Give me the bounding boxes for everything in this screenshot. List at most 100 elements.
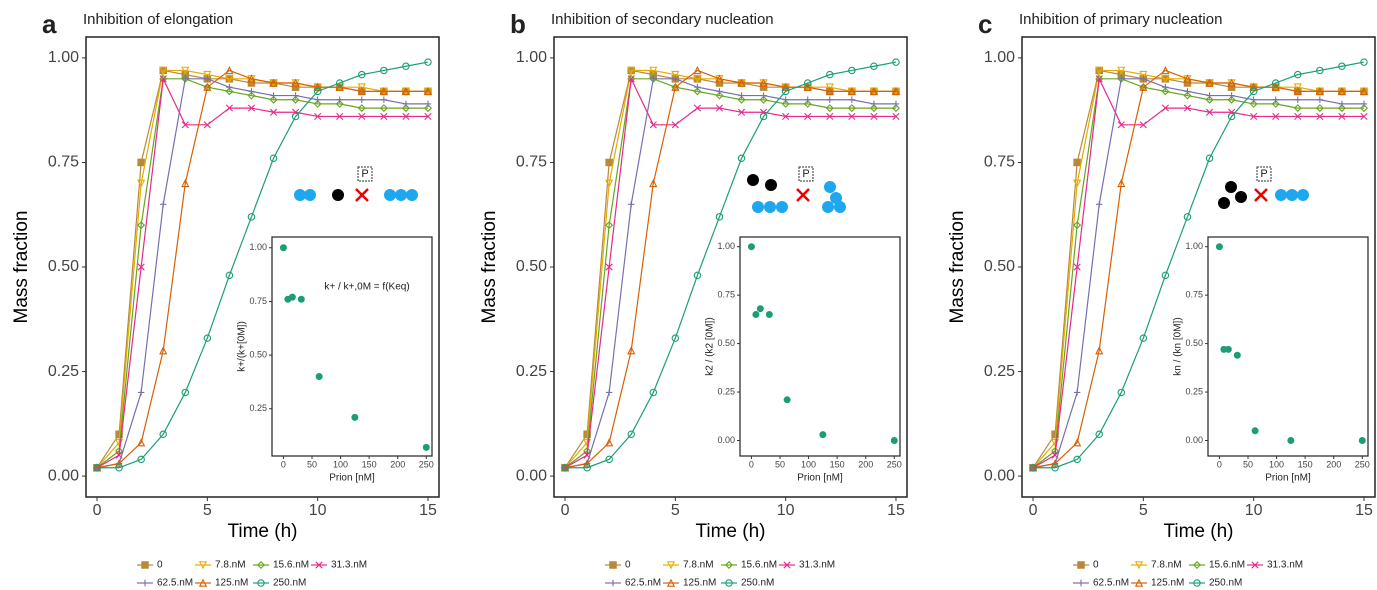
- point: [1139, 334, 1148, 342]
- inset-x-tick-label: 200: [390, 459, 405, 469]
- inset-y-tick-label: 0.75: [1185, 290, 1203, 300]
- point: [1206, 92, 1213, 99]
- point: [1117, 388, 1126, 397]
- point: [269, 95, 278, 104]
- series-line: [96, 78, 428, 469]
- inset-frame: [739, 236, 901, 457]
- point: [269, 154, 278, 163]
- point: [693, 75, 702, 84]
- point: [1337, 104, 1346, 113]
- point: [671, 82, 680, 91]
- point: [1161, 66, 1170, 75]
- legend-marker: [609, 579, 617, 587]
- schematic-dot: [1218, 197, 1230, 209]
- point: [181, 121, 189, 129]
- legend-marker: [1193, 561, 1201, 569]
- point: [1139, 121, 1147, 129]
- point: [605, 221, 614, 230]
- point: [226, 83, 233, 91]
- point: [605, 158, 613, 167]
- series-line: [564, 78, 896, 469]
- point: [1315, 86, 1324, 96]
- inset-point: [422, 443, 430, 451]
- legend-marker: [1251, 561, 1259, 569]
- y-tick-label: 0.50: [48, 258, 79, 275]
- point: [891, 86, 901, 96]
- schematic-dot: [384, 189, 396, 201]
- point: [402, 62, 410, 71]
- point: [358, 70, 366, 79]
- point: [848, 96, 856, 103]
- point: [313, 87, 322, 96]
- legend-label: 0: [157, 560, 163, 571]
- point: [716, 88, 723, 95]
- point: [1293, 83, 1302, 92]
- legend-label: 250.nM: [273, 578, 306, 589]
- legend-label: 62.5.nM: [157, 578, 193, 589]
- point: [583, 463, 591, 472]
- point: [605, 389, 613, 396]
- point: [336, 112, 344, 121]
- y-tick-label: 0.25: [516, 363, 547, 380]
- inset-x-tick-label: 100: [1269, 459, 1284, 469]
- point: [1051, 463, 1059, 472]
- inset-y-tick-label: 0.75: [249, 296, 267, 306]
- point: [671, 70, 680, 80]
- series-line: [1032, 76, 1364, 469]
- point: [247, 104, 256, 112]
- y-tick-label: 0.75: [984, 154, 1015, 171]
- point: [1139, 70, 1148, 80]
- point: [826, 96, 833, 103]
- point: [358, 112, 366, 121]
- point: [737, 154, 746, 163]
- legend-marker: [1077, 561, 1085, 569]
- point: [357, 83, 366, 92]
- y-tick-label: 0.25: [48, 363, 79, 380]
- inset-x-tick-label: 50: [307, 459, 317, 469]
- point: [892, 100, 900, 108]
- point: [694, 83, 701, 91]
- schematic-dot: [824, 181, 836, 193]
- point: [693, 87, 702, 96]
- point: [825, 83, 834, 92]
- inset-frame: [271, 236, 433, 457]
- series-line: [564, 69, 896, 469]
- schematic-dot: [1286, 189, 1298, 201]
- inset-point: [890, 436, 898, 444]
- x-tick-label: 0: [561, 502, 570, 519]
- series-line: [96, 76, 428, 469]
- inset-y-tick-label: 1.00: [249, 242, 267, 252]
- legend-marker: [666, 578, 676, 587]
- point: [1205, 78, 1214, 87]
- inset-y-tick-label: 0.50: [1185, 338, 1203, 348]
- legend-marker: [783, 561, 791, 569]
- schematic-dot: [304, 189, 316, 201]
- series-line: [97, 61, 429, 469]
- inset-y-label: kn / (kn [0M]): [1173, 317, 1184, 375]
- y-tick-label: 0.75: [516, 154, 547, 171]
- point: [1073, 158, 1081, 167]
- inset-point: [783, 396, 791, 404]
- schematic-dot: [332, 189, 344, 201]
- panel-title: Inhibition of secondary nucleation: [551, 11, 774, 28]
- point: [561, 463, 569, 472]
- y-axis-label: Mass fraction: [947, 211, 968, 324]
- point: [1294, 112, 1302, 121]
- point: [715, 213, 724, 221]
- point: [269, 78, 278, 87]
- legend-label: 250.nM: [1209, 578, 1242, 589]
- x-tick-label: 5: [1139, 502, 1148, 519]
- point: [1095, 66, 1104, 75]
- inset-point: [1287, 436, 1295, 444]
- x-tick-label: 5: [203, 502, 212, 519]
- point: [1271, 99, 1280, 108]
- schematic-dot: [765, 179, 777, 191]
- point: [247, 213, 256, 221]
- legend-label: 62.5.nM: [1093, 578, 1129, 589]
- point: [1095, 430, 1103, 439]
- inset-y-tick-label: 0.75: [717, 290, 735, 300]
- point: [1227, 112, 1236, 121]
- series-line: [1032, 78, 1364, 469]
- point: [583, 459, 592, 468]
